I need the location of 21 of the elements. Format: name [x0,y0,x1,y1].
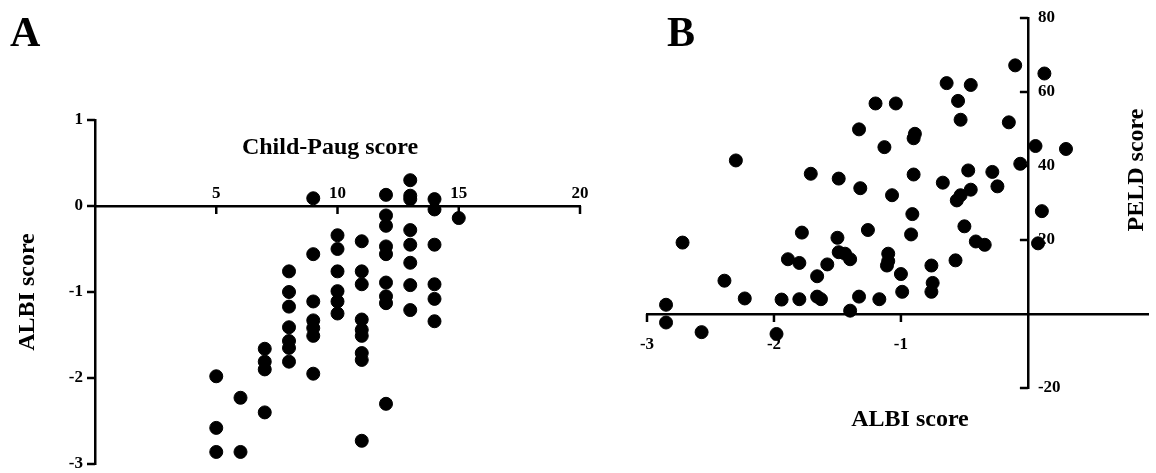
y-tick-label: -2 [68,367,83,387]
y-tick-label: -3 [68,453,83,473]
y-axis-title: PELD score [1122,108,1149,232]
y-tick-label: -20 [1037,377,1061,397]
x-axis-title: Child-Paug score [241,133,419,160]
y-tick-label: 1 [74,109,83,129]
annotation: B [667,9,696,55]
y-tick-label: 80 [1037,7,1055,27]
x-tick-label: 20 [571,182,589,202]
y-tick-label: 60 [1037,81,1055,101]
text: A [10,9,41,55]
x-tick-label: -1 [893,333,909,353]
y-tick-label: 0 [74,195,83,215]
x-axis-title: ALBI score [851,405,970,432]
x-tick-label: -3 [639,333,655,353]
y-tick-label: 40 [1037,155,1055,175]
y-tick-label: -1 [68,281,83,301]
x-tick-label: 5 [212,182,221,202]
x-tick-label: 15 [450,182,468,202]
y-axis-title: ALBI score [13,232,40,351]
x-tick-label: 10 [329,182,346,202]
